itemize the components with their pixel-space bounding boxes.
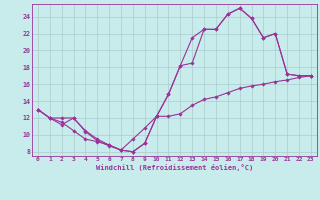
X-axis label: Windchill (Refroidissement éolien,°C): Windchill (Refroidissement éolien,°C) <box>96 164 253 171</box>
